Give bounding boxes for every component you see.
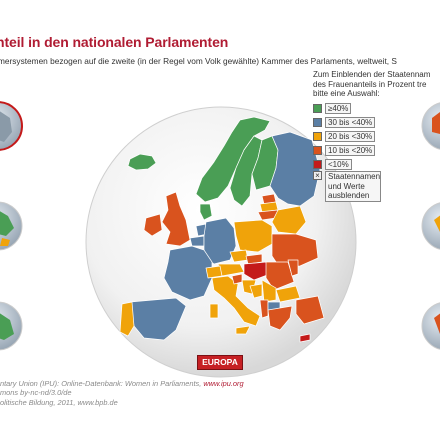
legend-swatch bbox=[313, 103, 322, 113]
legend-item-40plus[interactable]: ≥40% bbox=[313, 102, 352, 114]
country-sardinia[interactable] bbox=[209, 303, 219, 319]
country-turkey[interactable] bbox=[295, 295, 325, 325]
country-romania[interactable] bbox=[265, 261, 295, 291]
legend-label: ≥40% bbox=[325, 102, 352, 114]
country-denmark[interactable] bbox=[199, 203, 213, 221]
legend-label: 20 bis <30% bbox=[325, 130, 376, 142]
legend-item-10-20[interactable]: 10 bis <20% bbox=[313, 144, 376, 156]
legend-item-under-10[interactable]: <10% bbox=[313, 158, 352, 170]
page-title: nteil in den nationalen Parlamenten bbox=[0, 34, 229, 50]
hide-labels-toggle[interactable]: × Staatennamen und Werte ausblenden bbox=[313, 171, 381, 202]
country-germany[interactable] bbox=[203, 217, 237, 265]
globe-right-2[interactable] bbox=[421, 202, 440, 250]
country-slovenia[interactable] bbox=[231, 273, 243, 285]
country-spain[interactable] bbox=[129, 297, 187, 341]
legend-intro-text: Zum Einblenden der Staatennam des Frauen… bbox=[313, 70, 431, 98]
source-credits: ntary Union (IPU): Online-Datenbank: Wom… bbox=[0, 379, 244, 407]
country-france[interactable] bbox=[163, 245, 213, 301]
source-line-2: mons by-nc-nd/3.0/de bbox=[0, 388, 72, 398]
country-uk[interactable] bbox=[161, 191, 191, 247]
legend-item-20-30[interactable]: 20 bis <30% bbox=[313, 130, 376, 142]
country-sicily[interactable] bbox=[235, 325, 251, 335]
source-link-ipu[interactable]: www.ipu.org bbox=[203, 379, 244, 388]
country-serbia[interactable] bbox=[261, 279, 277, 303]
legend-swatch bbox=[313, 117, 322, 127]
legend-label: 30 bis <40% bbox=[325, 116, 376, 128]
country-switzerland[interactable] bbox=[205, 265, 223, 279]
country-russia[interactable] bbox=[269, 131, 321, 207]
country-slovakia[interactable] bbox=[245, 253, 263, 265]
country-moldova[interactable] bbox=[287, 259, 299, 277]
country-norway[interactable] bbox=[195, 116, 271, 203]
country-belgium[interactable] bbox=[189, 235, 205, 247]
hide-labels-label: Staatennamen und Werte ausblenden bbox=[325, 171, 381, 202]
legend-swatch bbox=[313, 159, 322, 169]
country-albania[interactable] bbox=[259, 299, 269, 319]
legend-swatch bbox=[313, 145, 322, 155]
source-line-3: olitische Bildung, 2011, www.bpb.de bbox=[0, 397, 118, 407]
page-subtitle: mersystemen bezogen auf die zweite (in d… bbox=[0, 56, 397, 66]
source-line-1: ntary Union (IPU): Online-Datenbank: Wom… bbox=[0, 379, 204, 388]
globe-right-1[interactable] bbox=[421, 102, 440, 150]
globe-left-1[interactable] bbox=[0, 101, 23, 151]
globe-left-2[interactable] bbox=[0, 201, 23, 251]
country-bulgaria[interactable] bbox=[275, 285, 301, 303]
country-sweden[interactable] bbox=[229, 135, 263, 207]
country-poland[interactable] bbox=[233, 219, 273, 253]
country-hungary[interactable] bbox=[243, 261, 271, 281]
legend-item-30-40[interactable]: 30 bis <40% bbox=[313, 116, 376, 128]
country-ireland[interactable] bbox=[143, 213, 163, 237]
close-icon: × bbox=[313, 171, 322, 180]
legend-swatch bbox=[313, 131, 322, 141]
legend-label: 10 bis <20% bbox=[325, 144, 376, 156]
country-bosnia[interactable] bbox=[249, 283, 263, 299]
globe-right-3[interactable] bbox=[421, 302, 440, 350]
region-button-europa[interactable]: EUROPA bbox=[197, 355, 243, 370]
country-portugal[interactable] bbox=[119, 301, 135, 337]
legend-label: <10% bbox=[325, 158, 352, 170]
country-cyprus[interactable] bbox=[299, 333, 311, 343]
country-iceland[interactable] bbox=[127, 153, 157, 171]
country-ukraine[interactable] bbox=[271, 233, 319, 269]
globe-left-3[interactable] bbox=[0, 301, 23, 351]
country-greece[interactable] bbox=[267, 305, 293, 331]
